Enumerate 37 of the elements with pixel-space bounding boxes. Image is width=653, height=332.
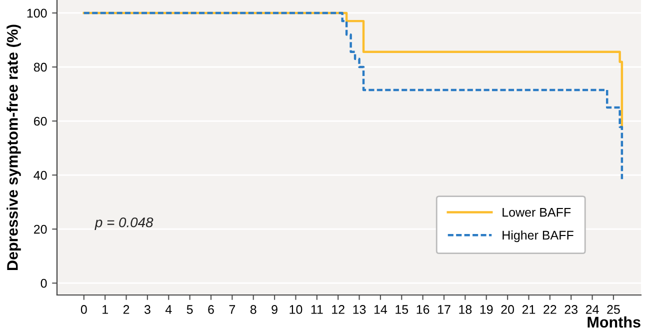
x-tick-label: 13 [353, 305, 366, 314]
x-tick-label: 14 [374, 305, 388, 314]
x-tick-label: 1 [102, 305, 108, 314]
legend-label: Lower BAFF [502, 208, 571, 217]
x-tick-label: 10 [290, 305, 302, 314]
x-tick-label: 19 [480, 305, 493, 314]
x-tick-label: 2 [123, 305, 130, 314]
x-tick-label: 3 [144, 305, 150, 314]
y-tick-label: 80 [34, 62, 47, 72]
y-tick-label: 60 [34, 116, 47, 126]
x-tick-label: 4 [165, 305, 172, 314]
y-tick-label: 100 [27, 8, 47, 18]
x-tick-label: 23 [564, 305, 578, 314]
x-tick-label: 20 [501, 305, 514, 314]
y-axis-title: Depressive symptom-free rate (%) [6, 24, 21, 270]
y-tick-label: 20 [34, 224, 47, 234]
x-tick-label: 17 [438, 305, 450, 314]
x-tick-label: 0 [80, 305, 87, 314]
x-tick-label: 7 [229, 305, 236, 314]
x-tick-label: 12 [332, 305, 344, 314]
legend-label: Higher BAFF [502, 230, 574, 242]
annotation: p = 0.048 [94, 217, 154, 230]
y-tick-label: 0 [40, 278, 47, 288]
x-tick-label: 21 [522, 305, 536, 314]
y-tick-label: 40 [34, 170, 47, 180]
x-tick-label: 15 [396, 305, 408, 314]
x-tick-label: 8 [250, 305, 256, 314]
x-axis-title: Months [588, 316, 640, 328]
x-tick-label: 22 [544, 305, 556, 314]
x-tick-label: 18 [459, 305, 472, 314]
x-tick-label: 25 [607, 305, 620, 314]
x-tick-label: 11 [311, 305, 323, 314]
x-tick-label: 24 [586, 305, 599, 314]
x-tick-label: 6 [208, 305, 214, 314]
x-tick-label: 5 [186, 305, 193, 314]
x-tick-label: 9 [272, 305, 278, 314]
x-tick-label: 16 [416, 305, 430, 314]
